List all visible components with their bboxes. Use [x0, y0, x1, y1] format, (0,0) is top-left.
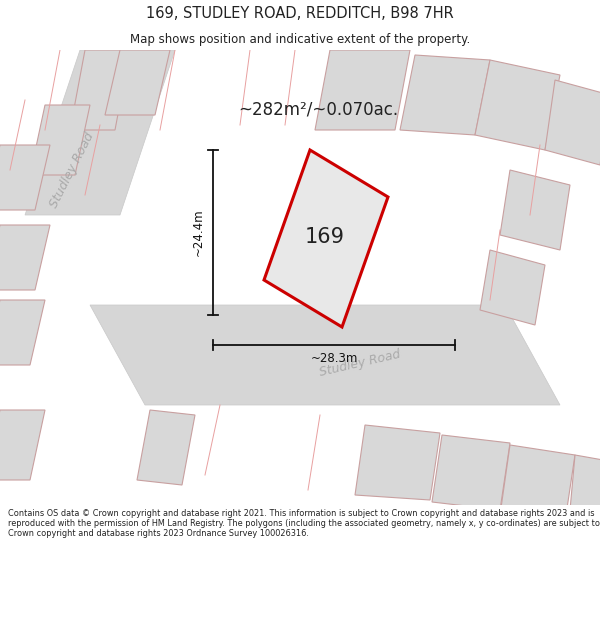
Polygon shape	[70, 50, 130, 130]
Text: ~28.3m: ~28.3m	[310, 352, 358, 366]
Polygon shape	[264, 150, 388, 327]
Text: ~24.4m: ~24.4m	[192, 209, 205, 256]
Text: Map shows position and indicative extent of the property.: Map shows position and indicative extent…	[130, 32, 470, 46]
Polygon shape	[137, 410, 195, 485]
Polygon shape	[501, 445, 575, 515]
Polygon shape	[0, 410, 45, 480]
Text: 169, STUDLEY ROAD, REDDITCH, B98 7HR: 169, STUDLEY ROAD, REDDITCH, B98 7HR	[146, 6, 454, 21]
Text: Contains OS data © Crown copyright and database right 2021. This information is : Contains OS data © Crown copyright and d…	[8, 509, 600, 538]
Polygon shape	[0, 300, 45, 365]
Polygon shape	[480, 250, 545, 325]
Text: Studley Road: Studley Road	[318, 348, 402, 379]
Polygon shape	[475, 60, 560, 150]
Polygon shape	[400, 55, 490, 135]
Polygon shape	[545, 80, 600, 165]
Text: ~282m²/~0.070ac.: ~282m²/~0.070ac.	[238, 101, 398, 119]
Polygon shape	[25, 50, 175, 215]
Polygon shape	[90, 305, 560, 405]
Polygon shape	[0, 145, 50, 210]
Polygon shape	[105, 50, 170, 115]
Polygon shape	[30, 105, 90, 175]
Polygon shape	[0, 225, 50, 290]
Polygon shape	[432, 435, 510, 510]
Polygon shape	[355, 425, 440, 500]
Text: Studley Road: Studley Road	[47, 130, 97, 210]
Text: 169: 169	[305, 227, 345, 247]
Polygon shape	[315, 50, 410, 130]
Polygon shape	[570, 455, 600, 515]
Polygon shape	[500, 170, 570, 250]
